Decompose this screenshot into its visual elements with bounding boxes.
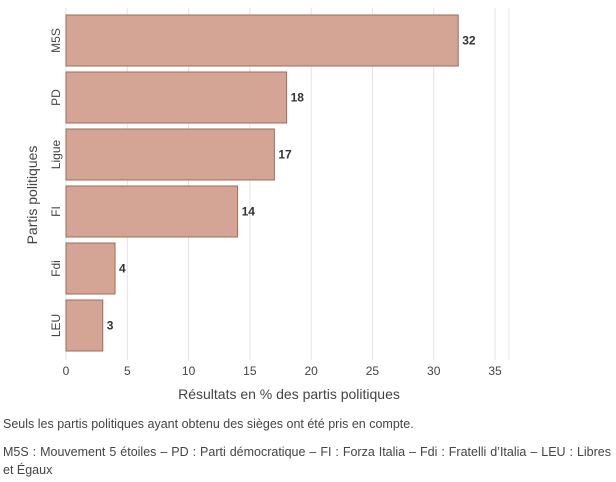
bar-ligue — [65, 128, 275, 181]
category-label: FI — [49, 206, 63, 217]
x-tick-label: 35 — [488, 364, 502, 378]
x-axis-ticks: 0 5 10 15 20 25 30 35 — [63, 364, 502, 378]
value-label: 4 — [119, 262, 126, 276]
x-tick-label: 30 — [427, 364, 441, 378]
category-label: Fdi — [49, 260, 63, 277]
bar-fi — [65, 185, 239, 238]
category-labels: M5S PD Ligue FI Fdi LEU — [49, 28, 63, 337]
bars: 32 18 17 14 4 3 — [65, 14, 476, 352]
x-tick-label: 10 — [182, 364, 196, 378]
category-label: M5S — [49, 28, 63, 53]
x-axis-title: Résultats en % des partis politiques — [178, 386, 400, 402]
value-label: 17 — [278, 148, 292, 162]
x-tick-label: 5 — [124, 364, 131, 378]
category-label: LEU — [49, 314, 63, 337]
category-label: Ligue — [49, 140, 63, 170]
bar-chart: 32 18 17 14 4 3 0 5 10 15 20 25 30 35 M5S PD Ligue FI Fd… — [24, 8, 510, 402]
bar-pd — [65, 71, 288, 124]
y-axis-title: Partis politiques — [24, 146, 40, 245]
bar-fdi — [65, 242, 116, 295]
x-tick-label: 0 — [63, 364, 70, 378]
value-label: 14 — [242, 205, 256, 219]
bar-m5s — [65, 14, 459, 67]
abbreviations-legend: M5S : Mouvement 5 étoiles – PD : Parti d… — [3, 445, 611, 477]
value-label: 18 — [291, 91, 305, 105]
x-tick-label: 25 — [366, 364, 380, 378]
grid-lines — [65, 8, 510, 360]
category-label: PD — [49, 89, 63, 106]
bar-leu — [65, 299, 104, 352]
x-tick-label: 20 — [304, 364, 318, 378]
x-tick-label: 15 — [243, 364, 257, 378]
scope-note: Seuls les partis politiques ayant obtenu… — [3, 417, 414, 431]
value-label: 3 — [107, 319, 114, 333]
value-label: 32 — [462, 34, 476, 48]
